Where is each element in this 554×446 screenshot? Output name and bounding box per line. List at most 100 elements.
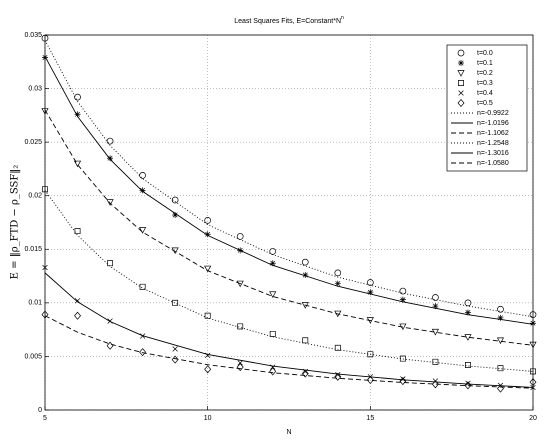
data-point xyxy=(399,323,407,331)
data-point xyxy=(172,212,179,218)
data-point xyxy=(464,381,472,390)
data-point xyxy=(431,380,439,389)
data-point xyxy=(269,330,276,337)
data-point xyxy=(496,337,505,345)
data-point xyxy=(106,137,114,145)
data-point xyxy=(171,196,179,204)
legend-marker xyxy=(458,90,464,96)
data-point xyxy=(171,355,179,364)
data-point xyxy=(497,384,504,393)
data-point xyxy=(334,372,342,381)
x-tick-label: 5 xyxy=(43,415,47,422)
y-tick-label: 0.025 xyxy=(24,139,42,146)
legend-box xyxy=(446,44,528,172)
data-point xyxy=(269,367,277,376)
title-exponent: n xyxy=(341,15,344,21)
x-tick-label: 15 xyxy=(366,415,374,422)
data-point xyxy=(204,217,212,224)
data-point xyxy=(366,317,374,324)
data-point xyxy=(139,348,147,357)
data-point xyxy=(432,303,439,310)
data-point xyxy=(399,296,406,303)
data-point xyxy=(529,311,537,318)
fit-line xyxy=(44,190,534,372)
data-point xyxy=(204,231,211,238)
data-point xyxy=(530,368,536,375)
legend-label: t=0.4 xyxy=(477,90,493,97)
data-point xyxy=(464,334,472,341)
data-point xyxy=(269,248,277,255)
data-point xyxy=(205,352,211,359)
x-axis-label: N xyxy=(286,429,291,436)
data-point xyxy=(399,287,407,295)
data-point xyxy=(302,337,309,344)
data-point xyxy=(334,280,341,287)
data-point xyxy=(204,312,211,319)
data-point xyxy=(237,360,243,366)
data-point xyxy=(42,54,48,61)
y-tick-label: 0.01 xyxy=(28,300,42,307)
legend-marker xyxy=(457,49,465,57)
data-point xyxy=(171,247,179,255)
data-point xyxy=(366,279,374,286)
data-point xyxy=(74,228,81,235)
data-point xyxy=(367,351,374,358)
data-point xyxy=(236,233,244,240)
y-axis-label: E = ‖ρ_FTD − ρ_SSF‖₂ xyxy=(10,165,21,280)
data-point xyxy=(497,314,504,321)
data-point xyxy=(139,227,147,234)
data-point xyxy=(399,355,406,362)
data-point xyxy=(42,264,48,271)
y-tick-label: 0.005 xyxy=(24,353,42,360)
title-text: Least Squares Fits, E=Constant*N xyxy=(234,18,341,25)
y-tick-label: 0.015 xyxy=(24,246,42,253)
data-point xyxy=(107,260,114,267)
data-point xyxy=(172,346,178,352)
data-point xyxy=(301,258,309,266)
data-point xyxy=(236,280,244,288)
data-point xyxy=(302,368,308,375)
data-point xyxy=(530,384,536,391)
legend-label: n=-1.0196 xyxy=(477,120,509,127)
plot-frame xyxy=(44,34,534,411)
legend-label: n=-1.0580 xyxy=(477,160,509,167)
data-point xyxy=(42,186,48,193)
fit-line xyxy=(44,315,534,389)
data-point xyxy=(237,323,244,330)
data-point xyxy=(465,380,471,386)
data-point xyxy=(41,108,49,115)
legend-label: t=0.0 xyxy=(477,50,493,57)
data-point xyxy=(269,260,276,267)
data-point xyxy=(204,365,212,374)
data-point xyxy=(139,283,146,290)
data-point xyxy=(366,375,374,385)
legend-label: t=0.1 xyxy=(477,60,493,67)
legend-label: n=-1.1062 xyxy=(477,130,509,137)
data-point xyxy=(334,310,342,318)
data-point xyxy=(74,93,81,101)
legend-label: t=0.2 xyxy=(477,70,493,77)
legend-label: t=0.5 xyxy=(477,100,493,107)
data-point xyxy=(464,309,471,316)
data-point xyxy=(74,111,81,118)
data-point xyxy=(41,310,49,319)
data-point xyxy=(106,199,114,206)
legend-label: n=-1.3016 xyxy=(477,150,509,157)
data-point xyxy=(269,291,277,299)
data-point xyxy=(236,363,244,372)
legend-marker xyxy=(457,98,465,108)
y-tick-label: 0.03 xyxy=(28,85,42,92)
data-point xyxy=(139,333,146,339)
legend-label: t=0.3 xyxy=(477,80,493,87)
data-point xyxy=(74,298,81,304)
data-point xyxy=(431,328,439,336)
data-point xyxy=(41,34,49,42)
data-point xyxy=(106,341,114,350)
data-point xyxy=(529,341,537,349)
data-point xyxy=(432,294,439,301)
data-point xyxy=(301,302,309,309)
data-point xyxy=(530,320,536,327)
data-point xyxy=(334,344,341,351)
fit-line xyxy=(44,272,534,388)
